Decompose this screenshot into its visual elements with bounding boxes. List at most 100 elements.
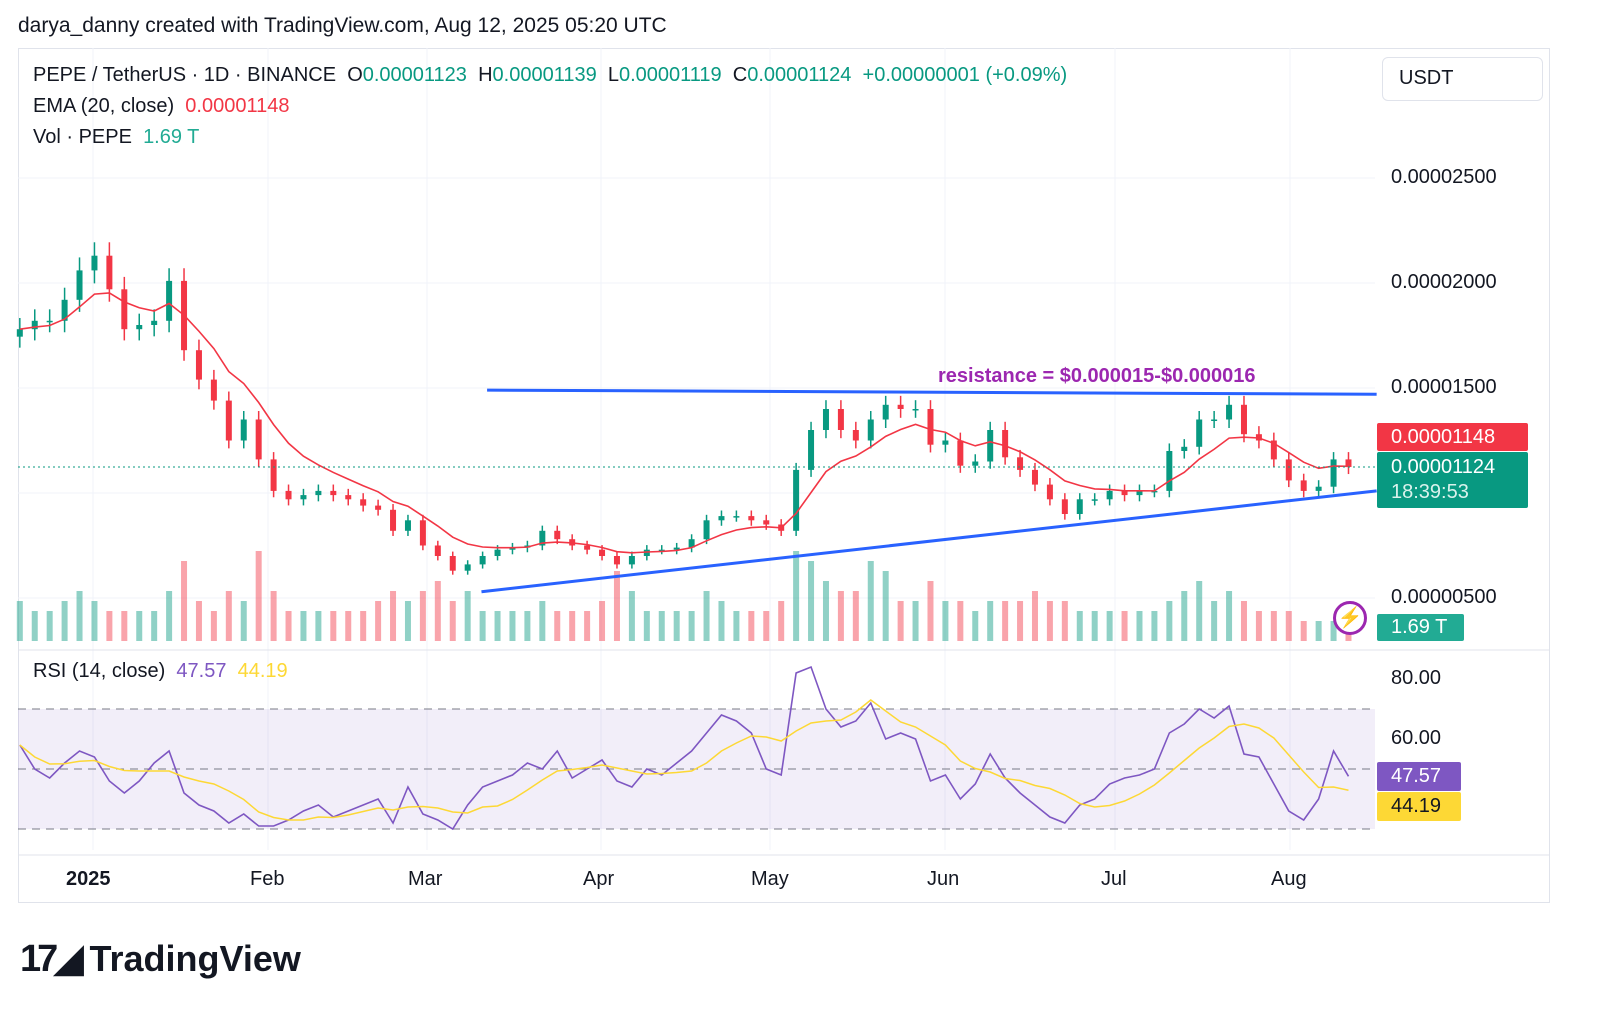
ema-line (19, 292, 1349, 554)
candle-body (360, 499, 367, 506)
candle-body (494, 549, 501, 556)
bar-countdown: 18:39:53 (1391, 481, 1469, 503)
open-label: O (347, 64, 363, 86)
symbol-name[interactable]: PEPE / TetherUS · 1D · BINANCE (33, 64, 337, 86)
volume-bar (972, 611, 979, 641)
candle-body (793, 469, 800, 531)
volume-bar (643, 611, 650, 641)
candle-body (1076, 499, 1083, 514)
rsi-tick: 60.00 (1391, 727, 1442, 749)
close-label: C (732, 64, 748, 86)
volume-bar (1226, 591, 1233, 641)
rsi-legend[interactable]: RSI (14, close) 47.57 44.19 (33, 660, 288, 683)
candle-body (166, 280, 173, 321)
tradingview-logo: 17◢ TradingView (20, 936, 301, 981)
candle-body (136, 325, 143, 330)
volume-bar (1136, 611, 1143, 641)
candle-body (972, 461, 979, 466)
volume-bar (1046, 601, 1053, 641)
volume-bar (1255, 611, 1262, 641)
volume-bar (46, 611, 53, 641)
candle-body (106, 255, 113, 290)
volume-bar (599, 601, 606, 641)
last-price-tag: 0.00001124 18:39:53 (1377, 452, 1528, 508)
candle-body (628, 556, 635, 565)
volume-bar (449, 601, 456, 641)
ema-label: EMA (20, close) (33, 95, 175, 117)
volume-bar (255, 551, 262, 641)
volume-bar (822, 581, 829, 641)
candle-body (46, 320, 53, 323)
resistance-annotation[interactable]: resistance = $0.000015-$0.000016 (938, 365, 1256, 387)
volume-legend[interactable]: Vol · PEPE 1.69 T (33, 126, 199, 149)
candle-body (852, 430, 859, 441)
candle-body (91, 255, 98, 271)
candle-body (240, 419, 247, 441)
open-value: 0.00001123 (362, 64, 467, 86)
chart-credit: darya_danny created with TradingView.com… (18, 14, 667, 37)
volume-bar (673, 611, 680, 641)
change-value: +0.00000001 (+0.09%) (862, 64, 1068, 86)
ema-legend[interactable]: EMA (20, close) 0.00001148 (33, 95, 289, 118)
candle-body (16, 329, 23, 337)
volume-tag: 1.69 T (1377, 614, 1464, 641)
time-tick: Feb (250, 868, 285, 890)
volume-bar (91, 601, 98, 641)
volume-bar (210, 611, 217, 641)
candle-body (927, 409, 934, 445)
candle-body (195, 350, 202, 380)
candle-body (404, 520, 411, 531)
volume-bar (1240, 601, 1247, 641)
candle-body (643, 549, 650, 556)
candle-body (1017, 457, 1024, 470)
volume-bar (136, 611, 143, 641)
volume-bar (867, 561, 874, 641)
volume-bar (793, 551, 800, 641)
candle-body (1240, 404, 1247, 435)
candle-body (330, 490, 337, 496)
volume-bar (330, 611, 337, 641)
candle-body (285, 490, 292, 500)
candle-body (1166, 451, 1173, 491)
volume-bar (778, 601, 785, 641)
volume-bar (658, 611, 665, 641)
candle-body (315, 490, 322, 496)
volume-bar (763, 611, 770, 641)
candle-body (867, 419, 874, 441)
volume-bar (181, 561, 188, 641)
candle-body (688, 539, 695, 548)
volume-bar (688, 611, 695, 641)
volume-bar (61, 601, 68, 641)
candle-body (1031, 469, 1038, 485)
volume-bar (390, 591, 397, 641)
volume-bar (852, 591, 859, 641)
candle-body (658, 549, 665, 552)
volume-bar (1031, 591, 1038, 641)
rsi-tag: 47.57 (1377, 762, 1461, 791)
candle-body (957, 440, 964, 466)
candle-body (1196, 419, 1203, 447)
resistance-trendline (487, 388, 1377, 396)
lightning-icon[interactable]: ⚡ (1333, 601, 1367, 635)
candle-body (375, 505, 382, 510)
volume-bar (509, 611, 516, 641)
candle-body (434, 545, 441, 556)
time-tick: Mar (408, 868, 443, 890)
volume-bar (315, 611, 322, 641)
volume-bar (882, 571, 889, 641)
candle-body (121, 289, 128, 330)
candle-body (539, 530, 546, 546)
candle-body (509, 547, 516, 550)
volume-bar (628, 591, 635, 641)
logo-text: TradingView (89, 937, 301, 979)
time-tick: Jun (927, 868, 960, 890)
volume-bar (927, 581, 934, 641)
candle-body (822, 409, 829, 430)
volume-bar (195, 601, 202, 641)
candle-body (673, 547, 680, 550)
volume-bar (360, 611, 367, 641)
volume-bar (151, 611, 158, 641)
currency-button[interactable]: USDT (1382, 57, 1543, 101)
volume-bar (613, 571, 620, 641)
